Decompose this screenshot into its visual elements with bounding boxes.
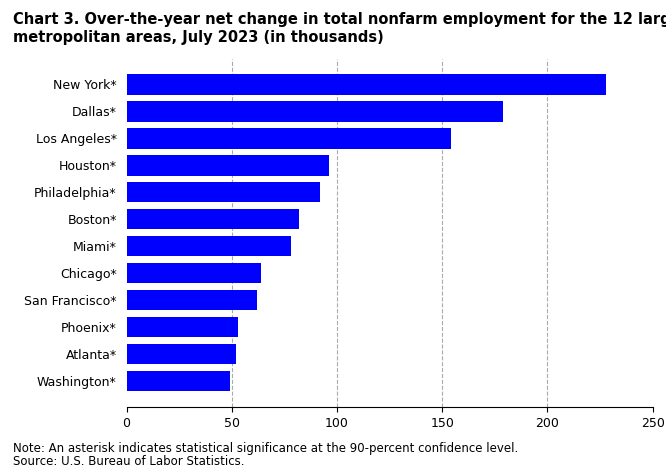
Bar (127, 128, 451, 148)
Bar (127, 155, 328, 176)
Bar (127, 182, 320, 203)
Text: metropolitan areas, July 2023 (in thousands): metropolitan areas, July 2023 (in thousa… (13, 30, 384, 45)
Bar (127, 102, 503, 122)
Bar (127, 317, 238, 337)
Text: Chart 3. Over-the-year net change in total nonfarm employment for the 12 largest: Chart 3. Over-the-year net change in tot… (13, 12, 666, 27)
Bar (127, 290, 257, 310)
Bar (127, 263, 261, 284)
Bar (127, 209, 299, 229)
Text: Source: U.S. Bureau of Labor Statistics.: Source: U.S. Bureau of Labor Statistics. (13, 455, 245, 468)
Bar (127, 236, 290, 256)
Text: Note: An asterisk indicates statistical significance at the 90-percent confidenc: Note: An asterisk indicates statistical … (13, 442, 519, 455)
Bar (127, 371, 230, 391)
Bar (127, 74, 606, 95)
Bar (127, 344, 236, 364)
